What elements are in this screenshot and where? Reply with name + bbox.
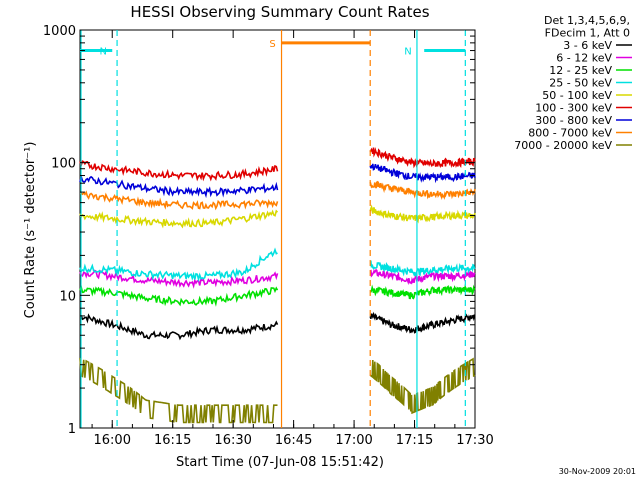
series-line-9-post — [369, 357, 476, 415]
series-line-7-post — [369, 163, 476, 184]
series-line-6-post — [369, 147, 476, 169]
y-axis-label: Count Rate (s⁻¹ detector⁻¹) — [23, 142, 38, 319]
plot-frame — [79, 29, 476, 429]
x-tick-label-3: 16:30 — [214, 433, 251, 448]
legend-entry-3: 12 - 25 keV — [549, 64, 612, 77]
axis-ticks: 16:00 16:15 16:30 16:45 17:00 17:15 17:30 1 10 10… — [43, 24, 494, 448]
legend-entry-5: 50 - 100 keV — [542, 89, 612, 102]
legend-entry-2: 6 - 12 keV — [556, 52, 612, 65]
series-line-9-pre — [79, 357, 278, 424]
series-line-1-post — [369, 311, 476, 334]
x-axis-label: Start Time (07-Jun-08 15:51:42) — [176, 455, 384, 470]
legend-entry-7: 300 - 800 keV — [535, 114, 612, 127]
marker-label-3: S — [269, 39, 275, 50]
series-line-5-post — [369, 204, 476, 224]
series-line-2-post — [370, 268, 476, 286]
y-tick-label-3: 100 — [51, 157, 76, 172]
legend-entry-1: 3 - 6 keV — [563, 39, 612, 52]
marker-label-1: N — [99, 47, 106, 58]
marker-label-2: N — [404, 47, 411, 58]
legend-header-1: Det 1,3,4,5,6,9, — [544, 14, 630, 27]
series-line-2-pre — [79, 269, 279, 289]
x-tick-label-4: 16:45 — [275, 433, 312, 448]
legend-entry-6: 100 - 300 keV — [535, 102, 612, 115]
legend-header-2: FDecim 1, Att 0 — [545, 27, 630, 40]
series-line-3-post — [370, 284, 476, 300]
x-tick-label-6: 17:15 — [396, 433, 433, 448]
x-tick-label-1: 16:00 — [94, 433, 131, 448]
series-line-4-pre — [79, 247, 278, 283]
series-line-6-pre — [79, 160, 279, 182]
legend-entry-9: 7000 - 20000 keV — [514, 139, 612, 152]
series-line-8-post — [369, 180, 476, 200]
y-tick-label-2: 10 — [59, 289, 76, 304]
legend-entry-8: 800 - 7000 keV — [528, 127, 612, 140]
legend: Det 1,3,4,5,6,9,FDecim 1, Att 03 - 6 keV… — [514, 14, 632, 152]
y-tick-label-1: 1 — [68, 422, 76, 437]
data-marks: N NS — [79, 30, 476, 428]
series-line-5-pre — [79, 209, 279, 229]
series-line-3-pre — [79, 284, 279, 307]
series-line-4-post — [369, 260, 476, 277]
series-line-8-pre — [80, 190, 279, 211]
chart-title: HESSI Observing Summary Count Rates — [130, 3, 429, 21]
x-tick-label-7: 17:30 — [456, 433, 493, 448]
x-tick-label-2: 16:15 — [154, 433, 191, 448]
legend-entry-4: 25 - 50 keV — [549, 77, 612, 90]
x-tick-label-5: 17:00 — [335, 433, 372, 448]
series-line-7-pre — [79, 173, 279, 199]
y-tick-label-4: 1000 — [43, 24, 76, 39]
timestamp: 30-Nov-2009 20:01 — [559, 467, 636, 476]
series-line-1-pre — [79, 313, 279, 341]
